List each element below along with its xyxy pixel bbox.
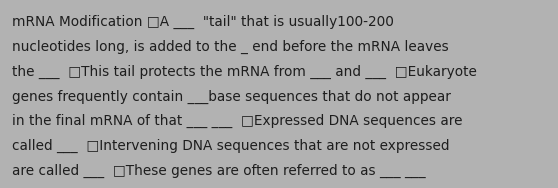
Text: in the final mRNA of that ___ ___  □Expressed DNA sequences are: in the final mRNA of that ___ ___ □Expre… xyxy=(12,114,463,128)
Text: nucleotides long, is added to the _ end before the mRNA leaves: nucleotides long, is added to the _ end … xyxy=(12,40,449,54)
Text: are called ___  □These genes are often referred to as ___ ___: are called ___ □These genes are often re… xyxy=(12,164,426,178)
Text: genes frequently contain ___base sequences that do not appear: genes frequently contain ___base sequenc… xyxy=(12,89,451,104)
Text: the ___  □This tail protects the mRNA from ___ and ___  □Eukaryote: the ___ □This tail protects the mRNA fro… xyxy=(12,64,477,79)
Text: mRNA Modification □A ___  "tail" that is usually100-200: mRNA Modification □A ___ "tail" that is … xyxy=(12,15,395,29)
Text: called ___  □Intervening DNA sequences that are not expressed: called ___ □Intervening DNA sequences th… xyxy=(12,139,450,153)
